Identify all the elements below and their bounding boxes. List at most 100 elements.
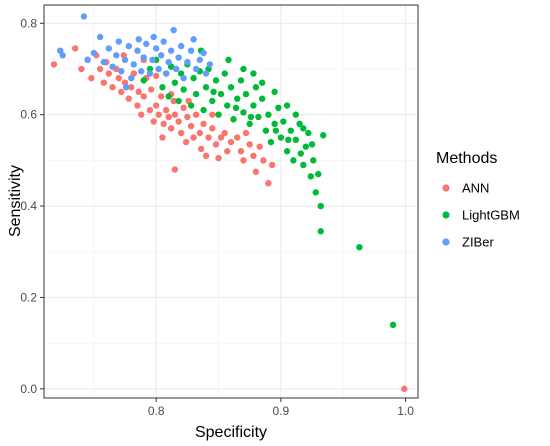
data-point xyxy=(312,189,319,196)
data-points xyxy=(50,13,408,393)
data-point xyxy=(162,70,170,77)
data-point xyxy=(162,106,170,114)
data-point xyxy=(297,150,305,157)
data-point xyxy=(240,109,247,116)
data-point xyxy=(242,90,250,98)
data-point xyxy=(247,113,255,121)
data-point xyxy=(234,95,241,102)
data-point xyxy=(138,111,145,118)
data-point xyxy=(200,106,207,114)
data-point xyxy=(215,111,222,118)
data-point xyxy=(123,84,130,91)
data-point xyxy=(258,79,266,86)
data-point xyxy=(242,129,250,137)
data-point xyxy=(149,56,156,64)
data-point xyxy=(200,49,207,57)
data-point xyxy=(217,134,225,141)
data-point xyxy=(250,70,257,77)
data-point xyxy=(230,116,237,123)
data-point xyxy=(205,134,212,141)
data-point xyxy=(389,321,397,329)
data-point xyxy=(140,93,147,100)
data-point xyxy=(240,157,247,164)
data-point xyxy=(212,77,220,84)
data-point xyxy=(250,152,257,160)
data-point xyxy=(200,120,207,128)
data-point xyxy=(252,84,260,91)
data-point xyxy=(148,86,155,93)
data-point xyxy=(315,170,322,178)
data-point xyxy=(192,65,200,73)
y-axis-ticks: 0.0 0.2 0.4 0.6 0.8 xyxy=(20,16,44,396)
data-point xyxy=(157,52,165,59)
data-point xyxy=(275,104,282,112)
data-point xyxy=(310,157,317,164)
data-point xyxy=(227,138,235,146)
y-tick-label: 0.8 xyxy=(20,16,37,30)
data-point xyxy=(78,65,85,73)
data-point xyxy=(202,70,210,77)
x-tick-label: 1.0 xyxy=(397,404,414,418)
data-point xyxy=(153,45,160,52)
data-point xyxy=(240,65,247,73)
data-point xyxy=(165,58,172,66)
data-point xyxy=(157,93,165,100)
data-point xyxy=(187,102,195,109)
data-point xyxy=(130,61,137,68)
data-point xyxy=(271,120,278,128)
data-point xyxy=(209,125,216,132)
data-point xyxy=(175,97,182,105)
data-point xyxy=(113,52,120,59)
data-point xyxy=(153,72,160,80)
data-point xyxy=(237,148,245,155)
plot-panel xyxy=(44,5,418,398)
data-point xyxy=(167,125,175,132)
data-point xyxy=(283,102,291,109)
data-point xyxy=(135,36,142,43)
data-point xyxy=(146,106,154,114)
data-point xyxy=(80,13,88,20)
data-point xyxy=(109,63,116,70)
data-point xyxy=(109,84,116,91)
x-tick-label: 0.8 xyxy=(148,404,165,418)
data-point xyxy=(171,111,179,118)
data-point xyxy=(125,42,132,50)
data-point xyxy=(320,132,327,139)
data-point xyxy=(150,33,157,41)
data-point xyxy=(285,136,292,144)
data-point xyxy=(171,166,179,173)
data-point xyxy=(125,95,132,102)
data-point xyxy=(118,68,125,75)
data-point xyxy=(167,47,175,54)
data-point xyxy=(143,40,150,48)
data-point xyxy=(252,168,260,175)
data-point xyxy=(177,129,185,137)
data-point xyxy=(180,74,187,82)
data-point xyxy=(155,65,162,73)
data-point xyxy=(296,120,303,128)
data-point xyxy=(212,141,220,148)
data-point xyxy=(96,33,104,41)
data-point xyxy=(170,26,177,34)
data-point xyxy=(260,157,267,164)
legend-label-lightgbm: LightGBM xyxy=(462,208,520,223)
data-point xyxy=(209,111,216,118)
data-point xyxy=(165,93,172,100)
data-point xyxy=(246,141,253,148)
data-point xyxy=(50,61,58,68)
data-point xyxy=(140,77,147,84)
data-point xyxy=(234,134,241,141)
data-point xyxy=(159,84,166,91)
data-point xyxy=(290,157,297,164)
grid-minor xyxy=(44,5,418,398)
data-point xyxy=(159,134,166,141)
series-ann xyxy=(50,45,408,393)
legend-title: Methods xyxy=(436,150,497,167)
data-point xyxy=(401,385,408,393)
data-point xyxy=(128,84,135,91)
data-point xyxy=(221,70,228,77)
data-point xyxy=(224,148,231,155)
data-point xyxy=(225,56,232,64)
data-point xyxy=(135,88,142,96)
data-point xyxy=(256,143,263,150)
